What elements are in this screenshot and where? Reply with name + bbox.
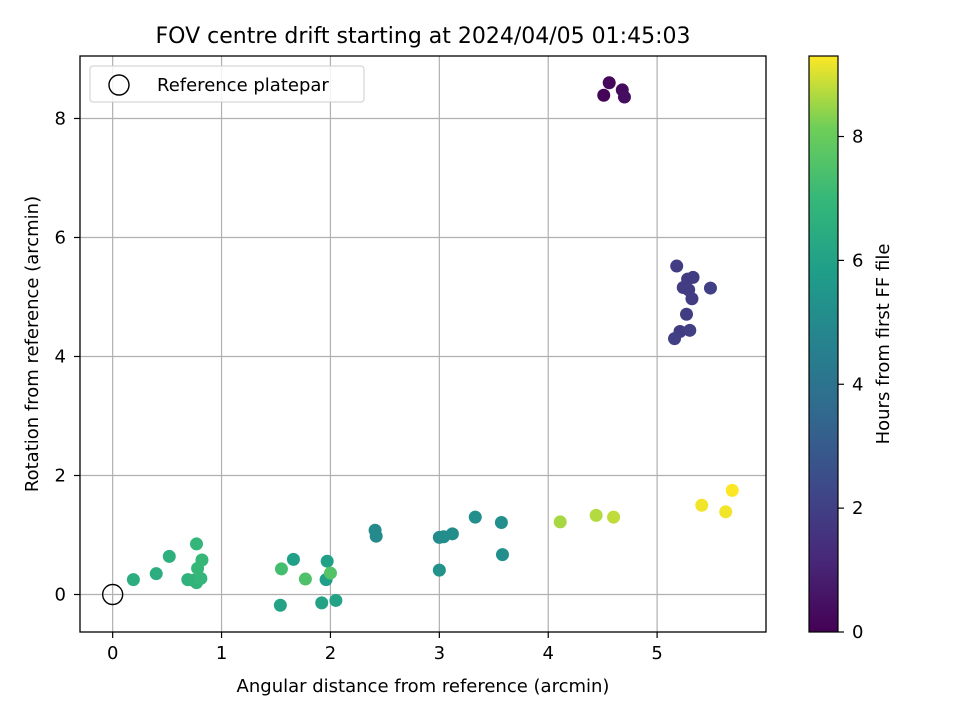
- y-tick-label: 2: [55, 466, 66, 487]
- data-point: [602, 76, 616, 90]
- data-point: [149, 567, 163, 581]
- data-point: [468, 510, 482, 524]
- colorbar-tick-label: 6: [852, 250, 863, 271]
- data-point: [683, 323, 697, 337]
- data-point: [685, 292, 699, 306]
- data-point: [315, 596, 329, 610]
- colorbar-tick-label: 8: [852, 127, 863, 148]
- data-point: [607, 510, 621, 524]
- data-point: [617, 90, 631, 104]
- data-point: [195, 553, 209, 567]
- legend-box: [89, 65, 365, 103]
- colorbar-tick-label: 2: [852, 498, 863, 519]
- legend-entry-label: Reference platepar: [157, 75, 329, 96]
- y-axis-label: Rotation from reference (arcmin): [22, 196, 43, 492]
- data-point: [495, 548, 509, 562]
- colorbar-gradient: [808, 55, 839, 633]
- chart-title: FOV centre drift starting at 2024/04/05 …: [156, 24, 691, 49]
- x-tick-label: 2: [325, 643, 336, 664]
- y-tick-label: 6: [55, 227, 66, 248]
- data-point: [445, 527, 459, 541]
- data-point: [274, 562, 288, 576]
- x-tick-label: 0: [107, 643, 118, 664]
- data-point: [680, 307, 694, 321]
- legend: Reference platepar: [89, 65, 365, 103]
- data-point: [494, 516, 508, 530]
- data-point: [194, 571, 208, 585]
- data-point: [725, 483, 739, 497]
- data-point: [597, 88, 611, 102]
- data-point: [273, 598, 287, 612]
- y-tick-label: 4: [55, 346, 66, 367]
- data-point: [369, 529, 383, 543]
- data-point: [686, 270, 700, 284]
- data-point: [668, 332, 682, 346]
- data-point: [323, 566, 337, 580]
- reference-marker-layer: [101, 583, 124, 606]
- x-tick-label: 3: [434, 643, 445, 664]
- data-point: [670, 259, 684, 273]
- data-points: [126, 76, 739, 612]
- x-tick-label: 5: [651, 643, 662, 664]
- y-tick-label: 0: [55, 585, 66, 606]
- data-point: [695, 498, 709, 512]
- data-point: [190, 537, 204, 551]
- colorbar-label: Hours from first FF file: [873, 244, 894, 445]
- legend-reference-marker-icon: [108, 74, 130, 96]
- data-point: [553, 515, 567, 529]
- data-point: [162, 549, 176, 563]
- data-point: [298, 572, 312, 586]
- plot-frame: [79, 55, 767, 633]
- data-point: [329, 593, 343, 607]
- colorbar-tick-label: 0: [852, 622, 863, 643]
- data-point: [432, 563, 446, 577]
- colorbar-ticks: 0 2 4 6 8: [838, 127, 863, 643]
- data-point: [589, 508, 603, 522]
- colorbar-tick-label: 4: [852, 374, 863, 395]
- data-point: [286, 552, 300, 566]
- y-tick-label: 8: [55, 108, 66, 129]
- grid: [80, 56, 766, 632]
- x-tick-label: 4: [542, 643, 553, 664]
- x-tick-label: 1: [216, 643, 227, 664]
- data-point: [719, 505, 733, 519]
- colorbar: 0 2 4 6 8 Hours from first FF file: [808, 55, 894, 643]
- reference-platepar-marker: [101, 583, 124, 606]
- x-axis-label: Angular distance from reference (arcmin): [237, 676, 610, 697]
- data-point: [126, 573, 140, 587]
- data-point: [703, 281, 717, 295]
- data-point: [320, 554, 334, 568]
- axis-ticks: 0 1 2 3 4 5 0 2 4 6 8: [55, 108, 663, 664]
